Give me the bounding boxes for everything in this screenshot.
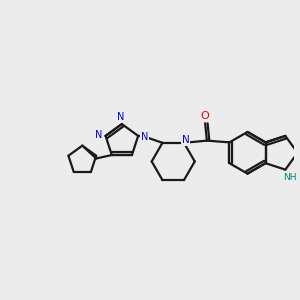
Text: O: O	[201, 111, 209, 121]
Text: N: N	[118, 112, 125, 122]
Text: NH: NH	[283, 173, 296, 182]
Text: N: N	[141, 132, 148, 142]
Text: N: N	[182, 135, 190, 146]
Text: N: N	[95, 130, 102, 140]
